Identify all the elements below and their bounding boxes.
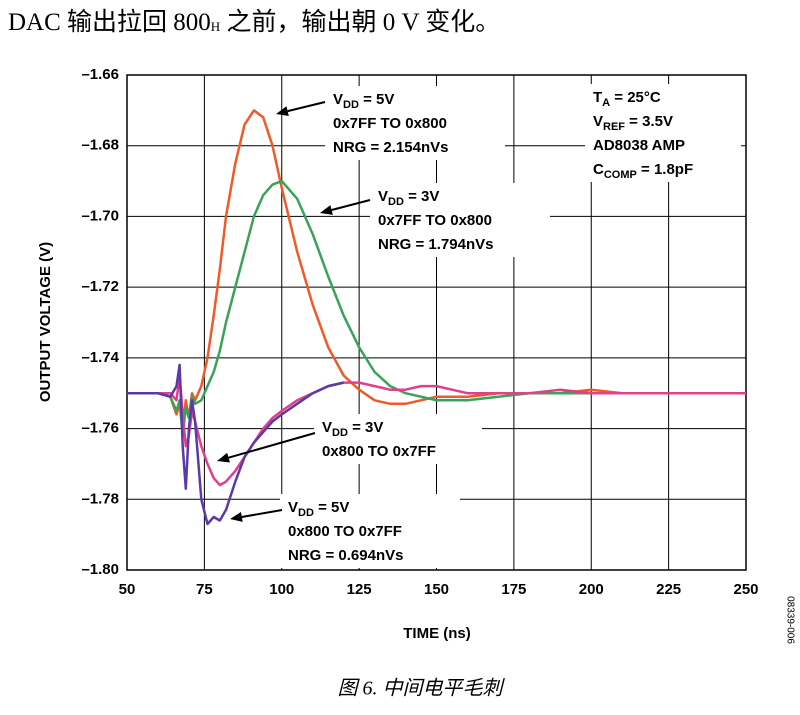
annotation-arrow: [228, 432, 316, 459]
y-tick-label: –1.78: [81, 490, 119, 507]
x-tick-label: 200: [579, 581, 604, 598]
annotation-base: V: [378, 188, 388, 205]
annotation-text: TA = 25°C: [593, 89, 661, 109]
intro-after: 之前，输出朝 0 V 变化。: [220, 8, 500, 36]
annotation-background: [314, 414, 482, 464]
annotation-text: VDD = 3V: [378, 188, 439, 208]
annotation-text: CCOMP = 1.8pF: [593, 161, 693, 181]
annotation-base: V: [593, 113, 603, 130]
annotation-background: [585, 84, 741, 182]
lines: [127, 109, 746, 526]
x-tick-label: 250: [733, 581, 758, 598]
annotation-arrow: [287, 101, 326, 113]
figure-id: 08339-006: [784, 596, 795, 644]
annotation-background: [370, 183, 550, 257]
x-tick-label: 50: [119, 581, 136, 598]
x-tick-label: 75: [196, 581, 213, 598]
annotation-arrowhead: [276, 106, 289, 117]
annotation-text: 0x800 TO 0x7FF: [322, 443, 436, 460]
y-tick-label: –1.68: [81, 137, 119, 154]
y-tick-label: –1.76: [81, 420, 119, 437]
annotation-arrow: [331, 199, 371, 211]
annotation-background: [325, 86, 505, 160]
annotation-arrowhead: [230, 512, 243, 522]
y-tick-label: –1.70: [81, 207, 119, 224]
annotation-background: [280, 494, 460, 568]
annotation-text: VREF = 3.5V: [593, 113, 673, 133]
annotation-sub: DD: [298, 507, 314, 519]
annotation-base: V: [288, 499, 298, 516]
annotation-after: = 3V: [348, 419, 383, 436]
annotation-sub: A: [602, 97, 610, 109]
x-tick-label: 225: [656, 581, 681, 598]
intro-sub: H: [211, 19, 220, 34]
annotation-base: C: [593, 161, 604, 178]
annotation-sub: DD: [343, 99, 359, 111]
annotation-arrow: [241, 509, 283, 518]
annotation-text: AD8038 AMP: [593, 137, 685, 154]
y-tick-label: –1.80: [81, 561, 119, 578]
annotation-text: NRG = 1.794nVs: [378, 236, 493, 253]
annotation-text: VDD = 5V: [333, 91, 394, 111]
annotation-text: VDD = 3V: [322, 419, 383, 439]
annotation-text: 0x7FF TO 0x800: [333, 115, 447, 132]
y-axis-label: OUTPUT VOLTAGE (V): [37, 242, 54, 402]
annotation-arrowhead: [320, 205, 333, 215]
annotation-arrowhead: [217, 452, 230, 463]
annotation-sub: COMP: [604, 169, 637, 181]
annotation-text: 0x7FF TO 0x800: [378, 212, 492, 229]
grid: [126, 74, 747, 571]
x-axis-label: TIME (ns): [403, 625, 471, 642]
annotation-text: VDD = 5V: [288, 499, 349, 519]
intro-base: DAC 输出拉回 800: [8, 8, 211, 36]
annotation-after: = 1.8pF: [637, 161, 693, 178]
annotation-text: 0x800 TO 0x7FF: [288, 523, 402, 540]
series-line: [127, 363, 344, 526]
annotation-base: T: [593, 89, 602, 106]
annotation-after: = 3.5V: [625, 113, 673, 130]
annotation-base: V: [322, 419, 332, 436]
x-tick-label: 100: [269, 581, 294, 598]
x-tick-label: 175: [501, 581, 526, 598]
annotation-after: = 25°C: [610, 89, 661, 106]
annotation-sub: DD: [388, 196, 404, 208]
y-tick-label: –1.72: [81, 278, 119, 295]
annotation-after: = 5V: [314, 499, 349, 516]
annotation-sub: REF: [603, 121, 625, 133]
annotation-after: = 5V: [359, 91, 394, 108]
caption: 图 6. 中间电平毛刺: [338, 678, 506, 700]
y-tick-label: –1.66: [81, 66, 119, 83]
annotation-after: = 3V: [404, 188, 439, 205]
annotation-base: V: [333, 91, 343, 108]
intro-text: DAC 输出拉回 800H 之前，输出朝 0 V 变化。: [8, 8, 500, 36]
y-tick-label: –1.74: [81, 349, 119, 366]
annotation-text: NRG = 2.154nVs: [333, 139, 448, 156]
annotation-sub: DD: [332, 427, 348, 439]
x-tick-label: 150: [424, 581, 449, 598]
x-tick-label: 125: [347, 581, 372, 598]
annotation-text: NRG = 0.694nVs: [288, 547, 403, 564]
